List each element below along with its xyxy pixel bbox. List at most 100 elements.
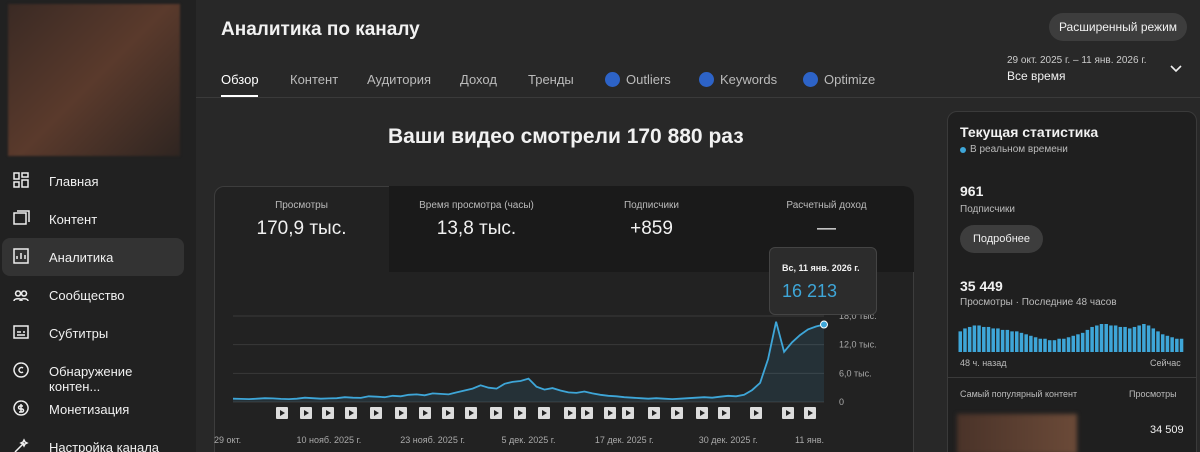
video-marker[interactable] bbox=[648, 407, 660, 419]
nav-item[interactable]: Контент bbox=[2, 200, 184, 238]
bar bbox=[1179, 338, 1184, 352]
tab[interactable]: Аудитория bbox=[367, 72, 431, 87]
nav-icon bbox=[13, 172, 29, 188]
tab[interactable]: Outliers bbox=[605, 72, 671, 87]
sidebar: Главная Контент Аналитика Сообщество Субтитр… bbox=[0, 0, 196, 452]
video-marker[interactable] bbox=[604, 407, 616, 419]
nav-icon bbox=[13, 210, 30, 225]
video-marker[interactable] bbox=[370, 407, 382, 419]
top-thumbnail[interactable] bbox=[957, 414, 1077, 452]
bar bbox=[1090, 326, 1094, 352]
tab[interactable]: Обзор bbox=[221, 72, 259, 87]
marker-play bbox=[754, 410, 759, 416]
nav-item[interactable]: Настройка канала bbox=[2, 428, 184, 452]
bar bbox=[1142, 324, 1146, 352]
video-marker[interactable] bbox=[581, 407, 593, 419]
tab[interactable]: Optimize bbox=[803, 72, 875, 87]
metric[interactable]: Подписчики +859 bbox=[564, 186, 739, 272]
metric-label: Время просмотра (часы) bbox=[419, 200, 534, 211]
video-marker[interactable] bbox=[750, 407, 762, 419]
video-marker[interactable] bbox=[514, 407, 526, 419]
tab[interactable]: Контент bbox=[290, 72, 338, 87]
x-tick-label: 30 дек. 2025 г. bbox=[699, 435, 758, 445]
video-marker[interactable] bbox=[490, 407, 502, 419]
start-label: 48 ч. назад bbox=[960, 358, 1007, 368]
video-marker[interactable] bbox=[345, 407, 357, 419]
bar bbox=[1029, 335, 1033, 352]
icon-shape bbox=[13, 400, 29, 416]
tab-label: Контент bbox=[290, 72, 339, 87]
video-marker[interactable] bbox=[419, 407, 431, 419]
nav-item[interactable]: Субтитры bbox=[2, 314, 184, 352]
nav-item[interactable]: Главная bbox=[2, 162, 184, 200]
more-button[interactable]: Подробнее bbox=[960, 225, 1043, 253]
tab[interactable]: Тренды bbox=[528, 72, 574, 87]
nav-item[interactable]: Аналитика bbox=[2, 238, 184, 276]
bar bbox=[1024, 334, 1028, 352]
bar bbox=[1104, 324, 1108, 352]
nav-item[interactable]: Монетизация bbox=[2, 390, 184, 428]
metric-value: — bbox=[817, 218, 836, 239]
marker-play bbox=[326, 410, 331, 416]
metric[interactable]: Время просмотра (часы) 13,8 тыс. bbox=[389, 186, 564, 272]
bar bbox=[1099, 324, 1104, 352]
x-tick-label: 17 дек. 2025 г. bbox=[595, 435, 654, 445]
metric-label: Подписчики bbox=[623, 200, 679, 211]
video-marker[interactable] bbox=[322, 407, 334, 419]
nav-label: Сообщество bbox=[49, 288, 125, 303]
tab[interactable]: Доход bbox=[460, 72, 497, 87]
nav-icon bbox=[13, 325, 29, 339]
nav-item[interactable]: Обнаружение контен... bbox=[2, 352, 184, 394]
nav-icon bbox=[13, 290, 29, 302]
marker-play bbox=[700, 410, 705, 416]
bar bbox=[1170, 337, 1174, 352]
views-area bbox=[233, 321, 824, 402]
nav-label: Аналитика bbox=[49, 250, 114, 265]
y-tick-label: 12,0 тыс. bbox=[839, 340, 877, 350]
video-marker[interactable] bbox=[564, 407, 576, 419]
video-marker[interactable] bbox=[782, 407, 794, 419]
video-marker[interactable] bbox=[538, 407, 550, 419]
video-marker[interactable] bbox=[395, 407, 407, 419]
tab[interactable]: Keywords bbox=[699, 72, 777, 87]
video-marker[interactable] bbox=[804, 407, 816, 419]
tab-label: Аудитория bbox=[367, 72, 432, 87]
tab-label: Тренды bbox=[528, 72, 574, 87]
advanced-button[interactable]: Расширенный режим bbox=[1049, 13, 1187, 41]
period-chevron[interactable] bbox=[1169, 64, 1183, 74]
bar bbox=[1175, 338, 1179, 352]
top-content-label: Самый популярный контент bbox=[960, 389, 1078, 399]
bar bbox=[1160, 334, 1165, 352]
bar bbox=[1085, 329, 1090, 352]
video-marker[interactable] bbox=[622, 407, 634, 419]
video-marker[interactable] bbox=[442, 407, 454, 419]
hover-point bbox=[820, 320, 828, 329]
divider bbox=[196, 97, 1200, 98]
nav-icon bbox=[13, 362, 29, 378]
tooltip-date: Вс, 11 янв. 2026 г. bbox=[782, 263, 860, 273]
metric[interactable]: Расчетный доход — bbox=[739, 186, 914, 272]
period[interactable]: Все время bbox=[1007, 69, 1066, 83]
video-marker[interactable] bbox=[671, 407, 683, 419]
bar bbox=[963, 328, 967, 352]
metric-value: +859 bbox=[630, 218, 673, 239]
marker-play bbox=[608, 410, 613, 416]
metric[interactable]: Просмотры 170,9 тыс. bbox=[214, 186, 389, 272]
video-marker[interactable] bbox=[300, 407, 312, 419]
video-marker[interactable] bbox=[465, 407, 477, 419]
video-marker[interactable] bbox=[276, 407, 288, 419]
views-chart: 0 6,0 тыс. 12,0 тыс. 18,0 тыс. 29 окт. 10 ноя… bbox=[214, 311, 877, 445]
views-line bbox=[232, 321, 825, 401]
marker-play bbox=[494, 410, 499, 416]
bar bbox=[972, 325, 977, 352]
realtime-title: Текущая статистика bbox=[960, 124, 1099, 140]
nav-item[interactable]: Сообщество bbox=[2, 276, 184, 314]
tab-label: Keywords bbox=[720, 72, 778, 87]
video-marker[interactable] bbox=[696, 407, 708, 419]
video-marker[interactable] bbox=[718, 407, 730, 419]
page-title: Аналитика по каналу bbox=[221, 19, 420, 40]
nav-label: Обнаружение контен... bbox=[49, 364, 133, 394]
metric-label: Расчетный доход bbox=[786, 200, 867, 211]
bar bbox=[1137, 325, 1141, 352]
icon-shape bbox=[14, 438, 29, 452]
